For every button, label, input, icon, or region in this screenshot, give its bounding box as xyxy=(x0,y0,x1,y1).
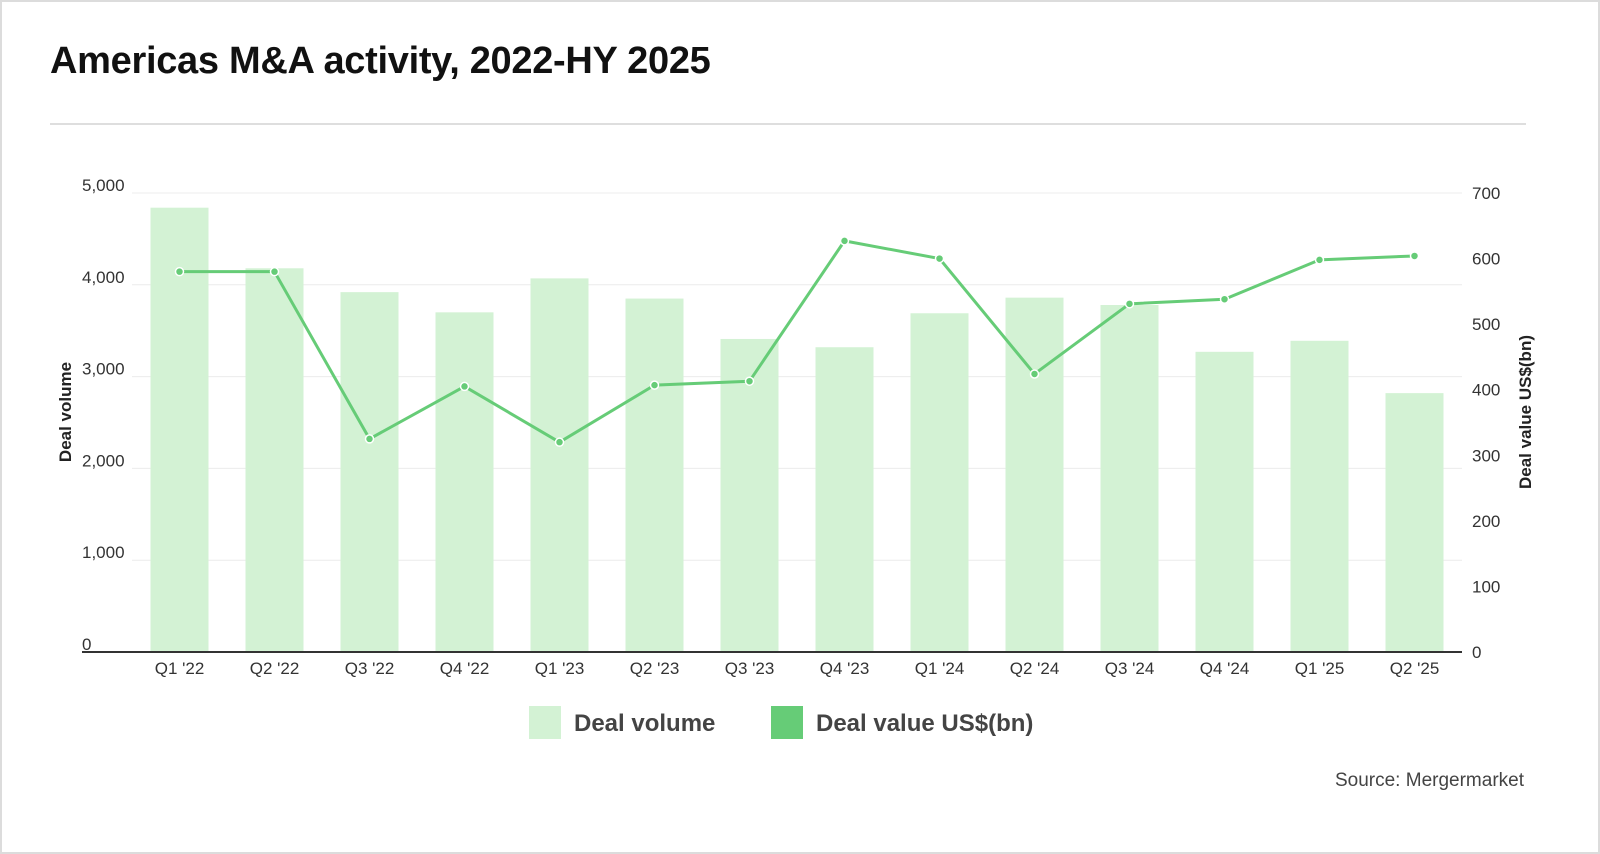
bar-deal-volume xyxy=(245,268,304,652)
point-deal-value xyxy=(1219,294,1230,304)
bar-deal-volume xyxy=(815,347,874,652)
point-deal-value xyxy=(934,253,945,264)
y2-tick-label: 700 xyxy=(1472,184,1500,203)
y-tick-label: 3,000 xyxy=(82,360,125,379)
point-deal-value xyxy=(174,266,185,277)
legend-label-deal-volume: Deal volume xyxy=(574,710,715,737)
point-deal-value xyxy=(459,381,470,392)
x-tick-label: Q3 '22 xyxy=(345,659,395,678)
y2-tick-label: 400 xyxy=(1472,381,1500,400)
point-deal-value xyxy=(839,236,850,246)
y2-tick-label: 100 xyxy=(1472,577,1500,596)
bar-deal-volume xyxy=(530,278,589,652)
x-tick-label: Q2 '22 xyxy=(250,659,300,678)
y2-tick-label: 500 xyxy=(1472,315,1500,334)
point-deal-value xyxy=(744,376,755,386)
y2-axis-title: Deal value US$(bn) xyxy=(1516,335,1535,489)
y2-tick-label: 200 xyxy=(1472,512,1500,531)
source-note: Source: Mergermarket xyxy=(1334,770,1524,791)
x-tick-label: Q1 '24 xyxy=(915,659,965,678)
bar-deal-volume xyxy=(1290,340,1349,652)
y-axis-title: Deal volume xyxy=(56,362,75,462)
bar-deal-volume xyxy=(1385,393,1444,652)
point-deal-value xyxy=(364,434,375,444)
x-tick-label: Q4 '24 xyxy=(1200,659,1250,678)
point-deal-value xyxy=(1409,251,1420,261)
x-tick-label: Q4 '22 xyxy=(440,659,490,678)
bar-deal-volume xyxy=(340,292,399,652)
chart-title: Americas M&A activity, 2022-HY 2025 xyxy=(50,40,711,82)
point-deal-value xyxy=(1124,299,1135,309)
x-tick-label: Q2 '23 xyxy=(630,659,680,678)
legend-swatch-deal-value xyxy=(771,706,803,739)
legend-swatch-deal-volume xyxy=(529,706,561,739)
bar-deal-volume xyxy=(1195,351,1254,652)
line-deal-value xyxy=(179,239,1415,444)
y-tick-label: 1,000 xyxy=(82,543,125,562)
legend-label-deal-value: Deal value US$(bn) xyxy=(816,710,1033,737)
bar-deal-volume xyxy=(435,312,494,652)
y2-tick-label: 300 xyxy=(1472,446,1500,465)
bar-deal-volume xyxy=(910,313,969,652)
y-tick-label: 2,000 xyxy=(82,451,125,470)
title-divider xyxy=(50,123,1526,125)
x-tick-label: Q1 '25 xyxy=(1295,659,1345,678)
y-tick-label: 5,000 xyxy=(82,176,125,195)
y2-tick-label: 0 xyxy=(1472,643,1481,662)
bar-deal-volume xyxy=(1005,297,1064,652)
x-tick-label: Q3 '24 xyxy=(1105,659,1155,678)
x-tick-label: Q1 '23 xyxy=(535,659,585,678)
bar-deal-volume xyxy=(625,298,684,652)
point-deal-value xyxy=(269,266,280,277)
x-tick-label: Q4 '23 xyxy=(820,659,870,678)
y-tick-label: 4,000 xyxy=(82,268,125,287)
point-deal-value xyxy=(1314,255,1325,265)
bar-deal-volume xyxy=(1100,304,1159,652)
x-tick-label: Q2 '24 xyxy=(1010,659,1060,678)
x-tick-label: Q2 '25 xyxy=(1390,659,1440,678)
point-deal-value xyxy=(649,380,660,390)
point-deal-value xyxy=(554,437,565,447)
y-tick-label: 0 xyxy=(82,635,91,654)
bar-deal-volume xyxy=(150,207,209,653)
point-deal-value xyxy=(1029,369,1040,379)
x-tick-label: Q1 '22 xyxy=(155,659,205,678)
x-tick-label: Q3 '23 xyxy=(725,659,775,678)
bar-deal-volume xyxy=(720,338,779,652)
y2-tick-label: 600 xyxy=(1472,250,1500,269)
